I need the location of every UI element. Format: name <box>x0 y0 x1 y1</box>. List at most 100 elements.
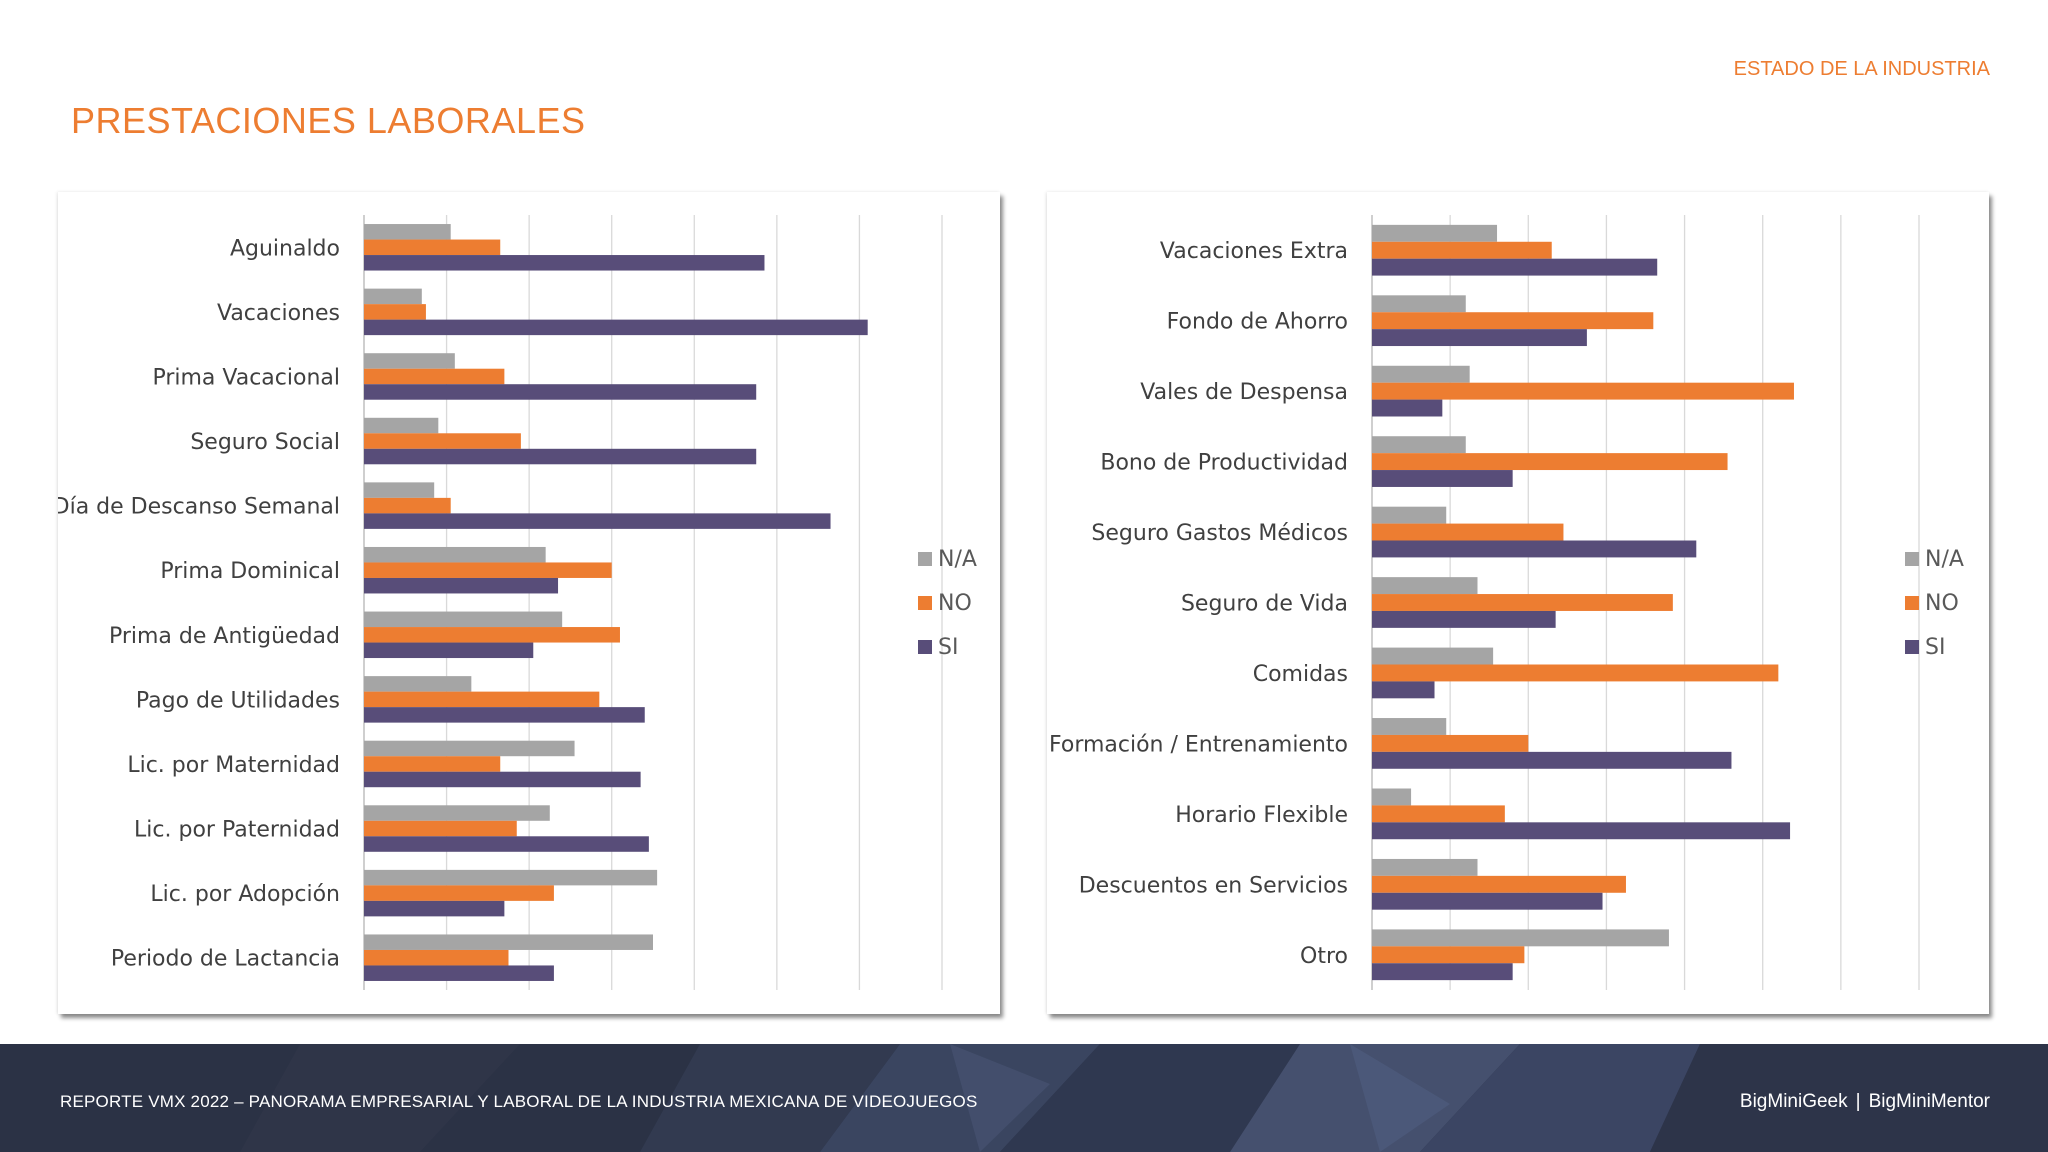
bar-n-a-vacaciones <box>364 288 422 305</box>
legend: N/A NO SI <box>918 547 977 660</box>
legend-label-si: SI <box>938 635 958 660</box>
bar-si-otro <box>1372 963 1513 981</box>
category-otro: Otro <box>1300 929 1669 981</box>
legend-swatch-si <box>1905 640 1919 654</box>
category-vacaciones-extra: Vacaciones Extra <box>1160 224 1658 276</box>
category-label: Lic. por Maternidad <box>127 753 340 778</box>
bar-no-lic-por-maternidad <box>364 756 501 772</box>
bar-n-a-periodo-de-lactancia <box>364 934 653 950</box>
bar-no-fondo-de-ahorro <box>1372 312 1654 330</box>
category-aguinaldo: Aguinaldo <box>230 224 765 271</box>
bar-no-descuentos-en-servicios <box>1372 875 1626 893</box>
category-label: Periodo de Lactancia <box>111 947 340 972</box>
category-label: Seguro Social <box>190 430 340 455</box>
bar-si-formacion-entrenamiento <box>1372 751 1732 769</box>
bar-n-a-lic-por-maternidad <box>364 740 575 757</box>
bar-n-a-bono-de-productividad <box>1372 436 1466 454</box>
bar-no-seguro-de-vida <box>1372 594 1673 611</box>
bar-no-prima-vacacional <box>364 368 505 385</box>
bar-no-periodo-de-lactancia <box>364 949 509 966</box>
legend: N/A NO SI <box>1905 547 1964 660</box>
section-label: ESTADO DE LA INDUSTRIA <box>1733 58 1990 80</box>
bar-n-a-prima-de-antiguedad <box>364 611 563 628</box>
legend-swatch-n-a <box>1905 552 1919 566</box>
legend-label-n-a: N/A <box>938 547 977 572</box>
category-label: Horario Flexible <box>1175 803 1348 828</box>
chart-panel-right: Vacaciones Extra Fondo de Ahorro Vales de … <box>1047 192 1989 1014</box>
category-label: Seguro de Vida <box>1181 592 1348 617</box>
legend-swatch-n-a <box>918 552 932 566</box>
category-lic-por-paternidad: Lic. por Paternidad <box>134 805 649 852</box>
bar-si-seguro-gastos-medicos <box>1372 540 1697 558</box>
brand-bigminigeek: BigMiniGeek <box>1739 1091 1848 1112</box>
bar-no-aguinaldo <box>364 239 501 256</box>
bar-no-pago-de-utilidades <box>364 691 600 708</box>
bar-n-a-descuentos-en-servicios <box>1372 858 1478 876</box>
category-label: Día de Descanso Semanal <box>58 495 340 520</box>
category-label: Comidas <box>1253 662 1348 687</box>
bar-no-vacaciones <box>364 304 426 320</box>
bar-no-otro <box>1372 946 1525 964</box>
category-periodo-de-lactancia: Periodo de Lactancia <box>111 934 653 981</box>
bar-si-seguro-de-vida <box>1372 610 1556 628</box>
bar-si-vales-de-despensa <box>1372 399 1443 417</box>
category-vales-de-despensa: Vales de Despensa <box>1140 365 1794 417</box>
bar-no-seguro-gastos-medicos <box>1372 523 1564 541</box>
category-label: Vacaciones Extra <box>1160 239 1348 264</box>
bar-no-seguro-social <box>364 433 521 449</box>
category-comidas: Comidas <box>1253 647 1779 699</box>
category-seguro-de-vida: Seguro de Vida <box>1181 577 1673 628</box>
category-lic-por-adopcion: Lic. por Adopción <box>150 869 658 917</box>
bar-si-horario-flexible <box>1372 822 1791 840</box>
bar-si-aguinaldo <box>364 255 765 271</box>
category-label: Pago de Utilidades <box>136 688 340 713</box>
footer-report-title: REPORTE VMX 2022 – PANORAMA EMPRESARIAL … <box>60 1092 978 1111</box>
bar-si-fondo-de-ahorro <box>1372 329 1587 347</box>
bar-no-formacion-entrenamiento <box>1372 734 1529 752</box>
bar-n-a-fondo-de-ahorro <box>1372 295 1466 313</box>
legend-swatch-no <box>1905 596 1919 610</box>
legend-label-n-a: N/A <box>1925 547 1964 572</box>
bar-no-comidas <box>1372 664 1779 682</box>
bar-no-dia-de-descanso-semanal <box>364 497 451 514</box>
category-label: Bono de Productividad <box>1100 451 1348 476</box>
bar-no-lic-por-paternidad <box>364 820 517 837</box>
bar-n-a-seguro-de-vida <box>1372 577 1478 595</box>
bar-n-a-otro <box>1372 929 1669 947</box>
chart-left: Aguinaldo Vacaciones Prima Vacacional Segur… <box>58 215 977 990</box>
bar-no-vales-de-despensa <box>1372 382 1794 400</box>
category-label: Descuentos en Servicios <box>1079 873 1348 898</box>
bar-n-a-vales-de-despensa <box>1372 365 1470 383</box>
legend-label-si: SI <box>1925 635 1945 660</box>
category-prima-vacacional: Prima Vacacional <box>152 353 757 400</box>
bar-si-lic-por-paternidad <box>364 836 649 852</box>
bar-si-descuentos-en-servicios <box>1372 892 1603 910</box>
footer-brands: BigMiniGeek | BigMiniMentor <box>1740 1091 1990 1113</box>
bar-si-pago-de-utilidades <box>364 707 645 723</box>
category-label: Vales de Despensa <box>1140 380 1348 405</box>
bar-n-a-formacion-entrenamiento <box>1372 718 1447 735</box>
bar-n-a-lic-por-adopcion <box>364 869 658 886</box>
bar-si-dia-de-descanso-semanal <box>364 513 831 529</box>
bar-n-a-horario-flexible <box>1372 788 1412 806</box>
bar-si-vacaciones-extra <box>1372 258 1658 276</box>
legend-label-no: NO <box>1925 591 1959 616</box>
bar-si-bono-de-productividad <box>1372 470 1513 487</box>
bar-n-a-pago-de-utilidades <box>364 676 472 692</box>
category-label: Prima Dominical <box>160 559 340 584</box>
bar-si-lic-por-maternidad <box>364 771 641 788</box>
category-label: Prima Vacacional <box>152 365 340 390</box>
bar-no-lic-por-adopcion <box>364 885 554 901</box>
legend-swatch-si <box>918 640 932 654</box>
category-label: Aguinaldo <box>230 236 340 261</box>
category-lic-por-maternidad: Lic. por Maternidad <box>127 740 641 788</box>
brand-bigminimentor: BigMiniMentor <box>1868 1091 1990 1112</box>
category-descuentos-en-servicios: Descuentos en Servicios <box>1079 858 1626 910</box>
bar-si-prima-vacacional <box>364 384 757 400</box>
footer-pattern <box>240 1044 2048 1152</box>
bar-n-a-prima-dominical <box>364 546 546 563</box>
category-label: Seguro Gastos Médicos <box>1091 521 1348 546</box>
bar-si-prima-dominical <box>364 577 559 594</box>
bar-si-periodo-de-lactancia <box>364 965 554 981</box>
bar-no-prima-dominical <box>364 562 612 578</box>
